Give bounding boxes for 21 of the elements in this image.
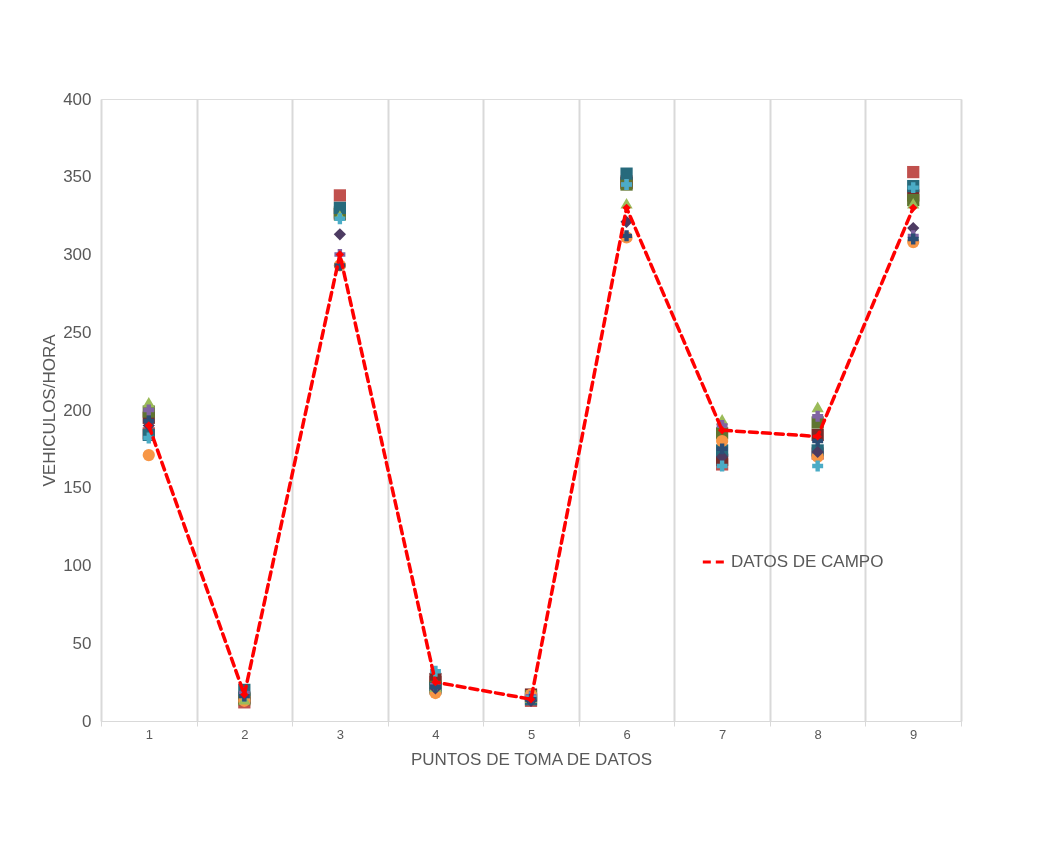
y-tick-label: 0 [82,711,92,731]
x-tick-label: 5 [527,726,536,742]
y-tick-label: 200 [63,400,92,420]
legend-label: DATOS DE CAMPO [731,552,884,571]
x-tick-label: 9 [910,726,918,742]
y-axis-title: VEHICULOS/HORA [40,333,60,487]
x-axis-title: PUNTOS DE TOMA DE DATOS [410,749,653,769]
y-tick-label: 400 [63,89,92,109]
y-tick-label: 350 [63,167,92,187]
y-tick-label: 50 [72,633,92,653]
x-tick-label: 2 [241,726,249,742]
x-tick-label: 6 [623,726,631,742]
y-tick-label: 150 [63,478,92,498]
x-tick-label: 1 [145,726,153,742]
y-tick-label: 300 [63,245,92,264]
y-tick-label: 250 [63,322,92,342]
y-tick-label: 100 [63,556,92,575]
x-tick-label: 3 [336,726,345,742]
x-tick-label: 8 [814,726,822,742]
x-tick-label: 4 [432,726,440,742]
x-tick-label: 7 [718,726,727,742]
